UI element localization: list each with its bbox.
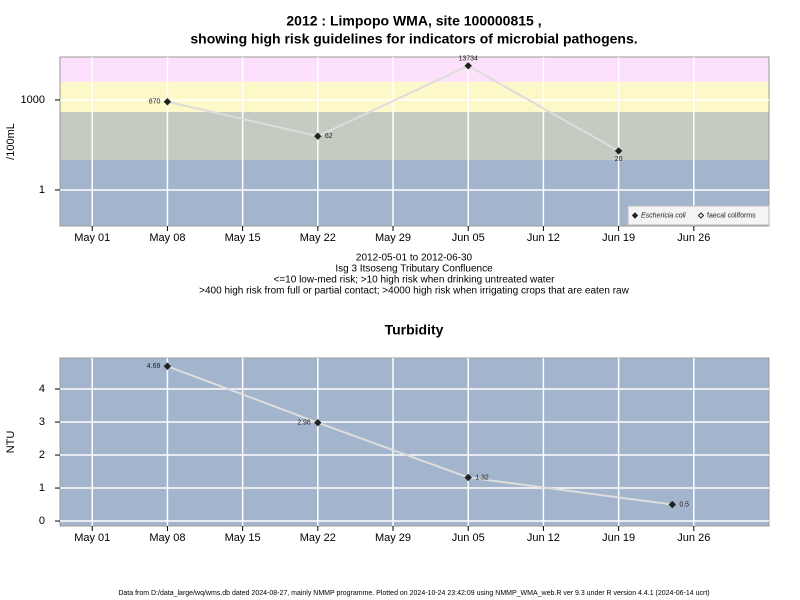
x-tick-label: May 15 <box>225 532 261 544</box>
x-tick-label: Jun 26 <box>677 232 710 244</box>
risk-band <box>60 81 769 112</box>
x-tick-label: Jun 19 <box>602 532 635 544</box>
data-point <box>464 473 472 482</box>
y-tick-label: 1000 <box>21 94 45 106</box>
risk-band <box>60 111 769 160</box>
x-tick-label: May 22 <box>300 232 336 244</box>
value-label: 4.69 <box>147 363 161 370</box>
x-tick-label: May 15 <box>225 232 261 244</box>
data-point <box>163 98 172 106</box>
value-label: 0.5 <box>679 501 689 508</box>
data-point <box>668 500 677 509</box>
chart-title: showing high risk guidelines for indicat… <box>190 31 637 47</box>
y-tick-label: 2 <box>39 449 45 461</box>
value-label: 62 <box>325 133 333 140</box>
x-tick-label: May 08 <box>149 232 185 244</box>
x-tick-label: May 22 <box>300 532 336 544</box>
plot-border <box>59 357 770 527</box>
x-tick-label: May 08 <box>149 532 185 544</box>
value-label: 13734 <box>458 56 478 63</box>
value-label: 1.32 <box>475 474 489 481</box>
series-line <box>167 365 673 506</box>
y-tick-label: 1 <box>39 482 45 494</box>
x-tick-label: Jun 05 <box>452 532 485 544</box>
series-line <box>167 64 620 152</box>
x-tick-label: Jun 12 <box>527 532 560 544</box>
footer: Data from D:/data_large/wq/wms.db dated … <box>118 590 709 597</box>
subtitle: <=10 low-med risk; >10 high risk when dr… <box>274 275 556 286</box>
value-label: 870 <box>149 99 161 106</box>
legend-marker <box>631 212 639 219</box>
data-point <box>314 418 322 427</box>
x-tick-label: May 01 <box>74 532 110 544</box>
x-tick-label: May 29 <box>375 532 411 544</box>
y-tick-label: 1 <box>39 184 45 196</box>
subtitle: Isg 3 Itsoseng Tributary Confluence <box>335 264 493 275</box>
x-tick-label: Jun 12 <box>527 232 560 244</box>
subtitle: 2012-05-01 to 2012-06-30 <box>356 253 473 264</box>
data-point <box>163 362 172 370</box>
risk-band <box>60 57 769 82</box>
x-tick-label: May 01 <box>74 232 110 244</box>
legend-marker <box>697 212 705 219</box>
chart-title: 2012 : Limpopo WMA, site 100000815 , <box>286 13 541 29</box>
legend-label: Eschericia coli <box>641 212 686 219</box>
y-tick-label: 4 <box>39 383 45 395</box>
legend-label: faecal coliforms <box>707 212 756 219</box>
data-point <box>464 62 472 70</box>
plot-background <box>60 358 769 526</box>
y-tick-label: 0 <box>39 515 45 527</box>
subtitle: >400 high risk from full or partial cont… <box>199 286 629 297</box>
chart-title: Turbidity <box>385 322 444 338</box>
y-axis-label: /100mL <box>5 123 17 160</box>
value-label: 20 <box>615 156 623 163</box>
data-point <box>314 132 322 140</box>
y-axis-label: NTU <box>5 431 17 454</box>
value-label: 2.98 <box>297 420 311 427</box>
x-tick-label: May 29 <box>375 232 411 244</box>
plot-border <box>59 56 770 227</box>
y-tick-label: 3 <box>39 416 45 428</box>
x-tick-label: Jun 19 <box>602 232 635 244</box>
data-point <box>614 147 623 155</box>
x-tick-label: Jun 05 <box>452 232 485 244</box>
x-tick-label: Jun 26 <box>677 532 710 544</box>
